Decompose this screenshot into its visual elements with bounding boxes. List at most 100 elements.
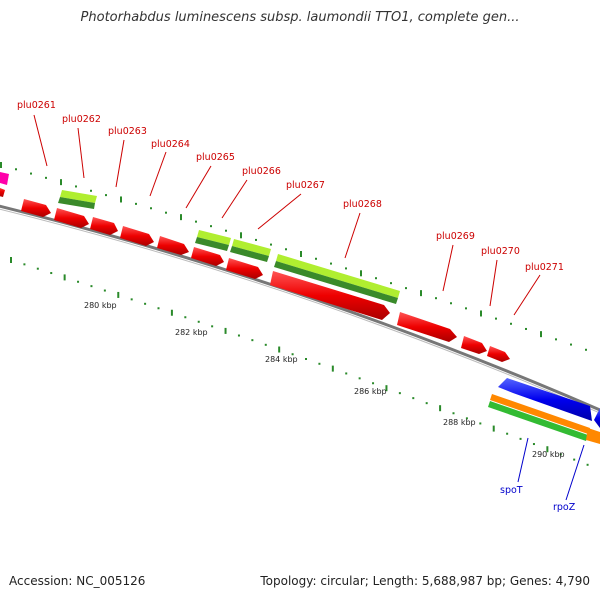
gc-mark	[255, 238, 257, 241]
gene-arrow	[191, 247, 224, 266]
leader-line	[185, 165, 212, 209]
leader-line	[344, 212, 361, 259]
gc-mark	[117, 291, 120, 298]
scale-tick-label: 286 kbp	[354, 387, 387, 396]
gc-mark	[479, 422, 482, 425]
gene-arrow	[120, 226, 154, 246]
gc-mark	[465, 307, 467, 310]
gc-mark	[90, 189, 92, 192]
gene-label-plu0262[interactable]: plu0262	[62, 114, 101, 125]
gc-mark	[330, 262, 332, 265]
gc-mark	[585, 348, 587, 351]
gc-mark	[439, 405, 442, 412]
label-leaders	[33, 114, 585, 501]
gene-arrows[interactable]	[0, 186, 600, 428]
gc-mark	[165, 211, 167, 214]
gc-mark	[540, 331, 542, 338]
gc-mark	[385, 385, 388, 392]
gc-mark	[285, 248, 287, 251]
gc-mark	[452, 412, 455, 415]
gc-mark	[240, 232, 242, 239]
gc-mark	[519, 437, 522, 440]
gc-mark	[331, 365, 334, 372]
gc-mark	[77, 280, 80, 283]
gc-mark	[120, 196, 122, 203]
gc-mark	[586, 463, 589, 466]
gene-label-plu0269[interactable]: plu0269	[436, 231, 475, 242]
gene-label-plu0263[interactable]: plu0263	[108, 126, 147, 137]
gene-arrow	[54, 208, 89, 228]
gc-mark	[10, 257, 12, 263]
gc-mark	[506, 432, 509, 435]
gc-mark	[197, 320, 200, 323]
gene-label-plu0265[interactable]: plu0265	[196, 152, 235, 163]
gc-mark	[195, 220, 197, 223]
gene-label-plu0270[interactable]: plu0270	[481, 246, 520, 257]
gc-mark	[75, 185, 77, 188]
leader-line	[517, 437, 529, 483]
gene-labels[interactable]: plu0261 plu0262 plu0263 plu0264 plu0265 plu02…	[17, 100, 576, 513]
scale-tick-label: 284 kbp	[265, 355, 298, 364]
gene-arrow	[461, 336, 487, 354]
gc-mark	[345, 372, 348, 375]
gc-mark	[291, 353, 294, 356]
gc-mark	[211, 325, 214, 328]
gene-arrow	[498, 378, 592, 421]
gc-mark	[130, 298, 133, 301]
gc-mark	[375, 277, 377, 280]
gc-mark	[480, 310, 482, 317]
map-title: Photorhabdus luminescens subsp. laumondi…	[80, 10, 520, 25]
gc-mark	[345, 267, 347, 270]
gene-label-plu0261[interactable]: plu0261	[17, 100, 56, 111]
gene-label-plu0267[interactable]: plu0267	[286, 180, 325, 191]
gc-mark	[360, 270, 362, 277]
sequence-backbone-shadow	[0, 208, 600, 414]
gc-mark	[358, 377, 361, 380]
gene-label-rpoZ[interactable]: rpoZ	[553, 502, 576, 513]
gc-mark	[0, 162, 2, 168]
gc-mark	[465, 417, 468, 420]
gene-arrow	[21, 199, 51, 217]
gc-mark	[105, 194, 107, 197]
gc-mark	[251, 339, 254, 342]
gc-mark	[435, 297, 437, 300]
feature-bands	[0, 172, 600, 444]
gc-tracks	[0, 162, 589, 466]
gc-mark	[60, 179, 62, 186]
gc-mark	[210, 225, 212, 228]
gc-mark	[264, 343, 267, 346]
gc-mark	[390, 282, 392, 285]
gc-mark	[305, 358, 307, 360]
gene-label-plu0268[interactable]: plu0268	[343, 199, 382, 210]
gene-arrow	[594, 408, 600, 428]
gc-mark	[398, 392, 401, 395]
gene-label-plu0266[interactable]: plu0266	[242, 166, 281, 177]
gene-label-plu0264[interactable]: plu0264	[151, 139, 190, 150]
gc-mark	[559, 453, 562, 456]
gc-mark	[180, 214, 182, 221]
gc-mark	[135, 202, 137, 205]
leader-line	[513, 274, 541, 316]
genome-summary: Topology: circular; Length: 5,688,987 bp…	[260, 574, 590, 588]
leader-line	[565, 444, 585, 501]
gc-mark	[546, 446, 549, 453]
gc-mark	[573, 458, 576, 461]
gene-arrow	[487, 346, 510, 362]
gene-arrow	[157, 236, 189, 255]
gene-arrow	[226, 258, 263, 279]
leader-line	[221, 179, 248, 219]
gc-mark	[495, 317, 497, 320]
gene-label-spoT[interactable]: spoT	[500, 485, 523, 496]
gene-label-plu0271[interactable]: plu0271	[525, 262, 564, 273]
gc-mark	[23, 263, 26, 266]
gene-arrow	[90, 217, 118, 235]
scale-labels: 280 kbp 282 kbp 284 kbp 286 kbp 288 kbp 290 k…	[84, 301, 565, 459]
scale-tick-label: 288 kbp	[443, 418, 476, 427]
gc-mark	[270, 243, 272, 246]
gc-mark	[300, 251, 302, 257]
gc-mark	[420, 290, 422, 297]
leader-line	[489, 259, 498, 307]
gc-mark	[425, 402, 428, 405]
scale-tick-label: 290 kbp	[532, 450, 565, 459]
